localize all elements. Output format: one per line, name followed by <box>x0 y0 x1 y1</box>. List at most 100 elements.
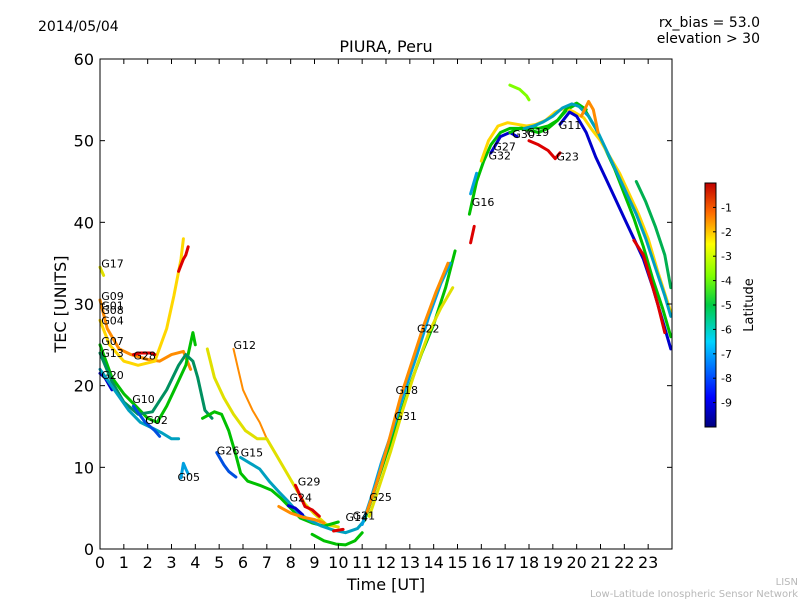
x-tick-label: 21 <box>590 553 610 572</box>
satellite-label-g13: G13 <box>101 347 124 360</box>
satellite-label-g27: G27 <box>493 141 516 154</box>
satellite-label-g05: G05 <box>178 471 201 484</box>
y-axis-label: TEC [UNITS] <box>51 256 70 354</box>
colorbar-tick-label: -2 <box>721 226 732 239</box>
satellite-label-g23: G23 <box>556 150 579 163</box>
series-line-g08b <box>632 238 667 335</box>
satellite-label-g08: G08 <box>101 304 124 317</box>
satellite-label-g28: G28 <box>133 350 156 363</box>
satellite-label-g29: G29 <box>298 475 321 488</box>
x-tick-label: 10 <box>328 553 348 572</box>
x-tick-label: 6 <box>238 553 248 572</box>
series-line-g22 <box>367 286 455 518</box>
satellite-label-g07: G07 <box>101 335 124 348</box>
colorbar-tick-label: -9 <box>721 397 732 410</box>
x-tick-label: 22 <box>614 553 634 572</box>
elevation-label: elevation > 30 <box>657 31 760 47</box>
credit-network: Low-Latitude Ionospheric Sensor Network <box>590 589 798 600</box>
chart-title: PIURA, Peru <box>339 37 432 56</box>
series-line-g11 <box>558 110 673 351</box>
x-tick-label: 4 <box>190 553 200 572</box>
x-tick-label: 14 <box>423 553 443 572</box>
colorbar-tick-label: -4 <box>721 275 732 288</box>
series-line-g09 <box>98 298 193 371</box>
satellite-label-g20: G20 <box>101 369 124 382</box>
satellite-label-g15: G15 <box>241 447 264 460</box>
satellite-label-g32: G32 <box>489 149 512 162</box>
series-line-g27 <box>479 106 673 314</box>
colorbar-tick-label: -8 <box>721 372 732 385</box>
satellite-label-g19: G19 <box>527 126 550 139</box>
satellite-label-g02: G02 <box>145 414 168 427</box>
satellite-label-g01: G01 <box>101 300 124 313</box>
series-line-g26 <box>215 451 238 479</box>
satellite-label-g10: G10 <box>132 393 155 406</box>
series-line-g29 <box>293 483 321 518</box>
satellite-label-g26: G26 <box>217 444 240 457</box>
series-line-g17b <box>508 83 531 102</box>
satellite-label-g04: G04 <box>101 314 124 327</box>
colorbar-ticks: -9 -8 -7 -6 -5 -4 -3 -2 -1 <box>713 201 732 410</box>
series-line-g12b <box>205 347 340 529</box>
satellite-label-g25: G25 <box>369 491 392 504</box>
rx-bias-label: rx_bias = 53.0 <box>659 15 760 31</box>
y-tick-label: 0 <box>84 540 94 559</box>
satellite-label-g24: G24 <box>290 492 313 505</box>
series-line-g17 <box>98 265 106 277</box>
x-tick-label: 23 <box>638 553 658 572</box>
satellite-label-g11: G11 <box>559 119 582 132</box>
series-line-g05 <box>179 461 190 480</box>
x-tick-label: 18 <box>519 553 539 572</box>
series-line-g01b <box>634 180 673 290</box>
satellite-label-g16: G16 <box>472 196 495 209</box>
x-tick-label: 15 <box>447 553 467 572</box>
x-tick-label: 8 <box>286 553 296 572</box>
x-tick-label: 17 <box>495 553 515 572</box>
y-tick-label: 20 <box>74 377 94 396</box>
y-tick-label: 10 <box>74 458 94 477</box>
y-axis: 0 10 20 30 40 50 60 <box>74 50 672 559</box>
satellite-label-g14: G14 <box>346 511 369 524</box>
x-tick-label: 13 <box>400 553 420 572</box>
colorbar-label: Latitude <box>742 278 757 332</box>
x-tick-label: 11 <box>352 553 372 572</box>
series-line-g16a <box>177 245 190 273</box>
y-tick-label: 40 <box>74 213 94 232</box>
x-tick-label: 5 <box>214 553 224 572</box>
y-tick-label: 60 <box>74 50 94 69</box>
series-line-g14 <box>310 531 364 547</box>
x-tick-label: 1 <box>119 553 129 572</box>
credit-lisn: LISN <box>775 577 798 588</box>
x-tick-label: 9 <box>309 553 319 572</box>
series-line-g24 <box>286 504 305 517</box>
satellite-label-g22: G22 <box>417 323 440 336</box>
series-line-g23 <box>527 139 562 161</box>
series-line-g29b <box>277 505 326 525</box>
x-tick-label: 20 <box>566 553 586 572</box>
x-axis: 0 1 2 3 4 5 6 7 8 9 10 11 12 13 14 15 16 17 18 19 20 21 22 23 <box>95 59 658 572</box>
series-line-g18 <box>365 261 450 514</box>
satellite-label-g21: G21 <box>353 510 376 523</box>
y-tick-label: 30 <box>74 295 94 314</box>
satellite-label-g18: G18 <box>396 384 419 397</box>
series-line-g28 <box>131 351 157 357</box>
x-tick-label: 3 <box>166 553 176 572</box>
colorbar-tick-label: -3 <box>721 250 732 263</box>
series-line-g16c <box>469 171 479 196</box>
series-line-g15 <box>201 410 340 528</box>
series-layer <box>98 83 673 547</box>
x-tick-label: 2 <box>143 553 153 572</box>
series-line-g23b <box>579 100 600 134</box>
x-tick-label: 19 <box>543 553 563 572</box>
colorbar-tick-label: -7 <box>721 348 732 361</box>
colorbar-tick-label: -6 <box>721 323 732 336</box>
x-tick-label: 0 <box>95 553 105 572</box>
colorbar-tick-label: -1 <box>721 201 732 214</box>
satellite-label-g17: G17 <box>101 257 124 270</box>
series-line-g12 <box>232 347 268 440</box>
series-line-g16b <box>469 224 476 245</box>
colorbar-tick-label: -5 <box>721 299 732 312</box>
series-line-g32 <box>489 131 519 155</box>
